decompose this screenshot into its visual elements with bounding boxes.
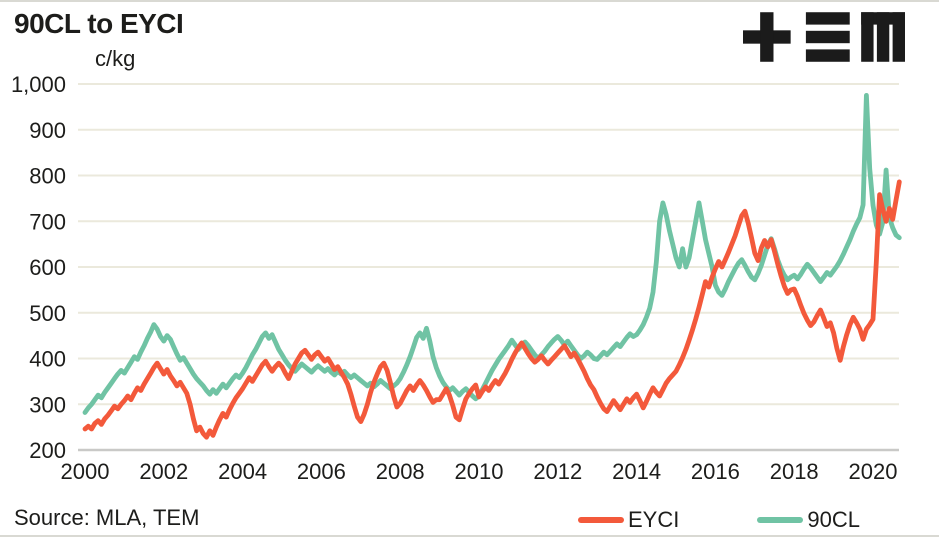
eyci-line-swatch: [578, 517, 624, 523]
legend-label-90cl: 90CL: [807, 507, 860, 532]
legend-label-eyci: EYCI: [628, 507, 680, 532]
x-tick-label: 2020: [849, 459, 898, 484]
x-tick-label: 2012: [533, 459, 582, 484]
tem-logo: [743, 12, 905, 62]
x-tick-label: 2002: [139, 459, 188, 484]
x-tick-label: 2010: [455, 459, 504, 484]
legend-item-eyci: EYCI: [578, 507, 679, 533]
y-tick-label: 900: [29, 118, 66, 143]
x-tick-label: 2000: [61, 459, 110, 484]
y-tick-label: 400: [29, 347, 66, 372]
y-tick-label: 800: [29, 164, 66, 189]
y-axis-unit-label: c/kg: [95, 46, 136, 71]
legend-item-90cl: 90CL: [757, 507, 860, 533]
x-tick-label: 2004: [218, 459, 267, 484]
series-line-eyci: [82, 179, 902, 440]
y-tick-label: 500: [29, 301, 66, 326]
source-note: Source: MLA, TEM: [14, 505, 200, 530]
y-tick-label: 200: [29, 438, 66, 463]
x-tick-label: 2016: [691, 459, 740, 484]
page-title: 90CL to EYCI: [14, 8, 184, 39]
ninetycl-line-swatch: [757, 517, 804, 523]
chart-legend: EYCI 90CL: [578, 505, 860, 535]
y-tick-label: 300: [29, 392, 66, 417]
tem-logo-glyphs: [743, 12, 905, 62]
y-tick-label: 700: [29, 209, 66, 234]
x-tick-label: 2014: [612, 459, 661, 484]
y-tick-label: 1,000: [11, 72, 66, 97]
x-tick-label: 2008: [376, 459, 425, 484]
series-line-90cl: [82, 93, 902, 415]
x-tick-label: 2006: [297, 459, 346, 484]
x-tick-label: 2018: [770, 459, 819, 484]
y-tick-label: 600: [29, 255, 66, 280]
